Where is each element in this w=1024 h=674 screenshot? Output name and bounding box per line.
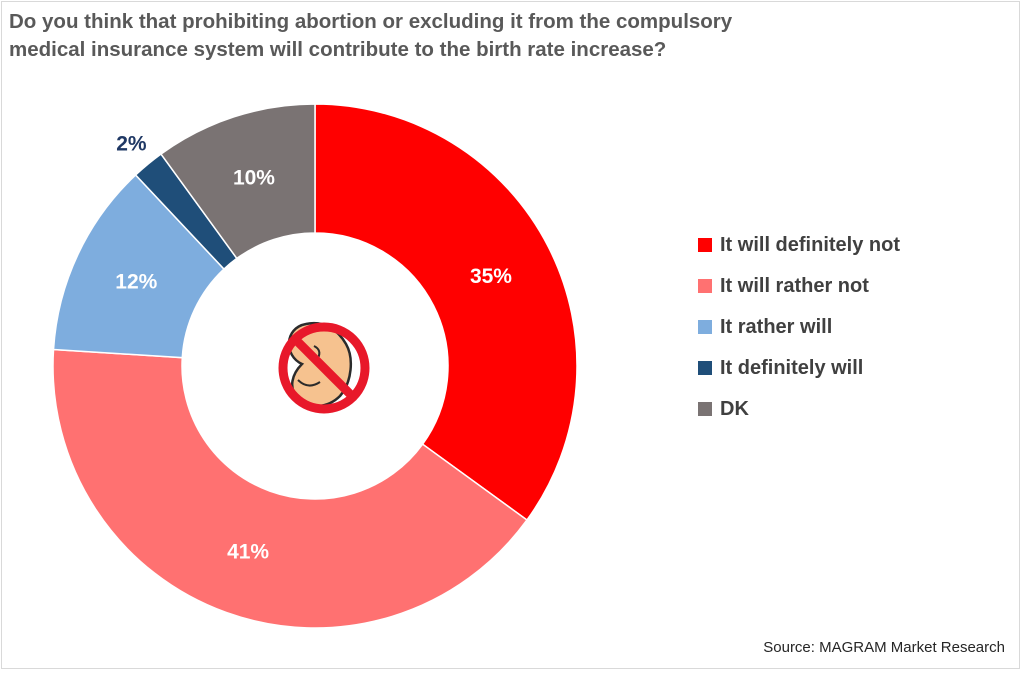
legend-swatch: [698, 320, 712, 334]
legend-label: It rather will: [720, 315, 833, 338]
legend-label: DK: [720, 397, 749, 420]
chart-title-line-2: medical insurance system will contribute…: [9, 38, 667, 61]
legend-item-it-will-definitely-not: It will definitely not: [698, 230, 900, 260]
legend-item-it-will-rather-not: It will rather not: [698, 271, 869, 301]
chart-title-line-1: Do you think that prohibiting abortion o…: [9, 10, 733, 33]
legend-swatch: [698, 279, 712, 293]
legend-swatch: [698, 402, 712, 416]
no-embryo-icon: [278, 321, 370, 414]
slice-dk: [159, 103, 316, 260]
slice-it-will-rather-not: [52, 348, 529, 629]
data-label-it-definitely-will: 2%: [116, 133, 147, 156]
legend-label: It will rather not: [720, 274, 869, 297]
legend-swatch: [698, 238, 712, 252]
legend-label: It will definitely not: [720, 233, 900, 256]
legend-item-it-rather-will: It rather will: [698, 312, 832, 342]
legend-item-dk: DK: [698, 394, 749, 424]
data-label-dk: 10%: [233, 167, 275, 190]
slice-it-will-definitely-not: [314, 103, 578, 522]
source-note: Source: MAGRAM Market Research: [763, 639, 1005, 656]
data-label-it-rather-will: 12%: [115, 270, 157, 293]
data-label-it-will-rather-not: 41%: [227, 540, 269, 563]
legend-item-it-definitely-will: It definitely will: [698, 353, 863, 383]
data-label-it-will-definitely-not: 35%: [470, 265, 512, 288]
legend-label: It definitely will: [720, 356, 864, 379]
chart-title: Do you think that prohibiting abortion o…: [9, 8, 909, 64]
legend-swatch: [698, 361, 712, 375]
